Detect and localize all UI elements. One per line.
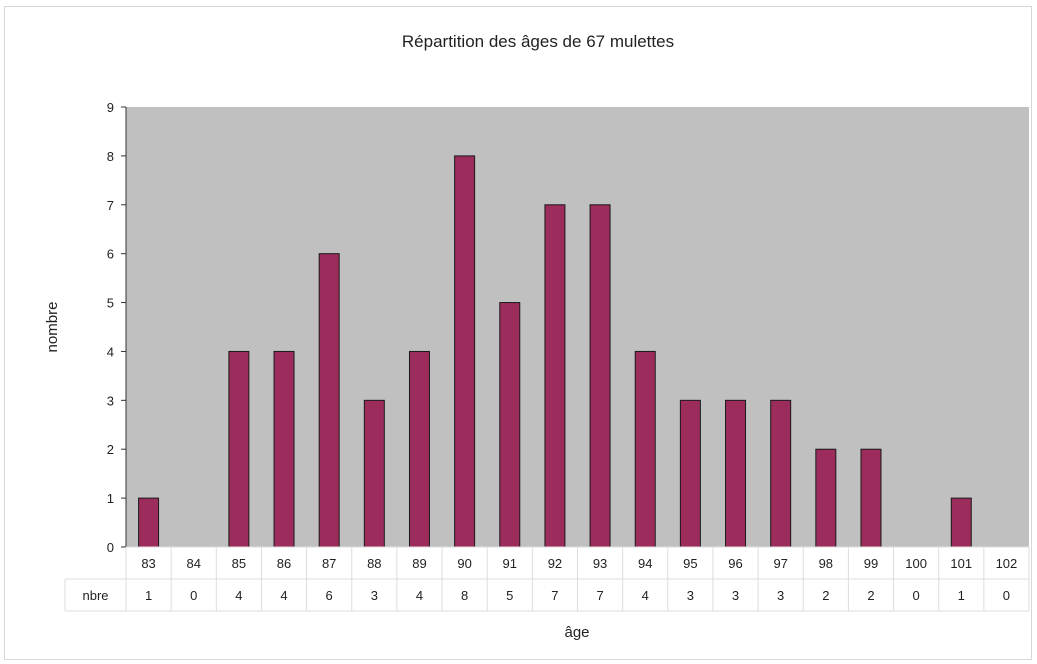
y-axis-label: nombre xyxy=(44,302,61,353)
y-tick-label: 4 xyxy=(107,344,114,359)
bar xyxy=(454,155,476,548)
x-tick-label: 100 xyxy=(905,556,927,571)
table-row-label: nbre xyxy=(82,588,108,603)
table-value: 1 xyxy=(958,588,965,603)
table-value: 4 xyxy=(280,588,287,603)
x-tick-label: 93 xyxy=(593,556,607,571)
bar xyxy=(589,204,611,548)
table-value: 2 xyxy=(822,588,829,603)
y-tick-label: 1 xyxy=(107,491,114,506)
bar xyxy=(499,302,521,548)
x-tick-label: 97 xyxy=(773,556,787,571)
table-value: 2 xyxy=(867,588,874,603)
y-tick-label: 2 xyxy=(107,442,114,457)
chart-title: Répartition des âges de 67 mulettes xyxy=(402,32,674,51)
bar-chart: Répartition des âges de 67 mulettes 0 1 2 3… xyxy=(44,32,1030,641)
x-tick-label: 102 xyxy=(996,556,1018,571)
table-value: 0 xyxy=(913,588,920,603)
table-value: 3 xyxy=(777,588,784,603)
y-tick-label: 3 xyxy=(107,393,114,408)
table-value: 3 xyxy=(687,588,694,603)
table-value: 1 xyxy=(145,588,152,603)
x-axis-label: âge xyxy=(564,624,589,641)
table-value: 8 xyxy=(461,588,468,603)
table-value: 3 xyxy=(732,588,739,603)
y-tick-label: 6 xyxy=(107,247,114,262)
table-value: 7 xyxy=(551,588,558,603)
table-value: 4 xyxy=(416,588,423,603)
bar xyxy=(815,448,837,548)
x-tick-label: 98 xyxy=(819,556,833,571)
bar xyxy=(950,497,972,548)
x-tick-label: 88 xyxy=(367,556,381,571)
data-table: nbre 83 1 84 0 85 4 86 4 87 6 88 3 89 4 90 8 91 5 92 7 93 7 94 4… xyxy=(64,546,1030,612)
bar xyxy=(770,399,792,548)
x-tick-label: 96 xyxy=(728,556,742,571)
bar xyxy=(860,448,882,548)
table-value: 0 xyxy=(190,588,197,603)
x-tick-label: 95 xyxy=(683,556,697,571)
y-tick-label: 8 xyxy=(107,149,114,164)
bar xyxy=(273,350,295,548)
x-tick-label: 94 xyxy=(638,556,652,571)
table-value: 6 xyxy=(326,588,333,603)
bar xyxy=(228,350,250,548)
x-tick-label: 99 xyxy=(864,556,878,571)
bar xyxy=(318,253,340,548)
y-tick-label: 5 xyxy=(107,296,114,311)
x-tick-label: 90 xyxy=(457,556,471,571)
bar xyxy=(725,399,747,548)
bar xyxy=(138,497,160,548)
x-tick-label: 91 xyxy=(503,556,517,571)
y-tick-label: 0 xyxy=(107,540,114,555)
x-tick-label: 84 xyxy=(186,556,200,571)
plot-area xyxy=(126,107,1029,547)
bar xyxy=(408,350,430,548)
x-tick-label: 87 xyxy=(322,556,336,571)
bar xyxy=(544,204,566,548)
bar xyxy=(634,350,656,548)
table-value: 7 xyxy=(596,588,603,603)
y-tick-label: 9 xyxy=(107,100,114,115)
table-value: 4 xyxy=(642,588,649,603)
table-value: 5 xyxy=(506,588,513,603)
x-tick-label: 89 xyxy=(412,556,426,571)
x-tick-label: 85 xyxy=(232,556,246,571)
bar xyxy=(679,399,701,548)
table-value: 0 xyxy=(1003,588,1010,603)
x-tick-label: 83 xyxy=(141,556,155,571)
y-ticks: 0 1 2 3 4 5 6 7 8 9 xyxy=(107,100,126,555)
y-tick-label: 7 xyxy=(107,198,114,213)
table-value: 3 xyxy=(371,588,378,603)
x-tick-label: 92 xyxy=(548,556,562,571)
chart-frame: Répartition des âges de 67 mulettes 0 1 2 3… xyxy=(4,6,1032,660)
x-tick-label: 86 xyxy=(277,556,291,571)
table-value: 4 xyxy=(235,588,242,603)
bar xyxy=(363,399,385,548)
x-tick-label: 101 xyxy=(950,556,972,571)
